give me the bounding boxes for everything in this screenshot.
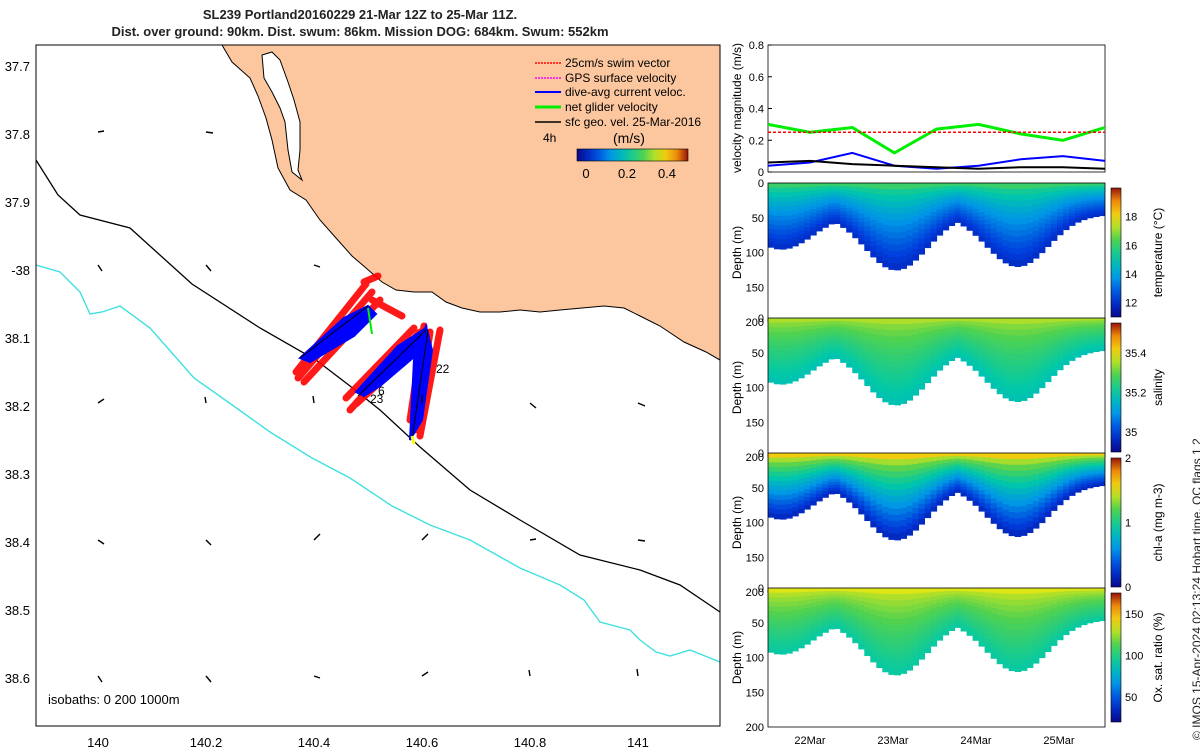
y-tick-label: 38.4 [5, 535, 30, 550]
glider-track [292, 272, 444, 445]
geo-velocity-arrow [97, 398, 105, 404]
track-label-22: 22 [436, 362, 450, 376]
geo-velocity-arrow [97, 539, 105, 545]
map-axes-frame [35, 44, 721, 727]
y-tick-label: 37.9 [5, 195, 30, 210]
y-tick-label: -38 [11, 263, 30, 278]
y-tick-label: 38.3 [5, 467, 30, 482]
track-sfc-geo-velocity [299, 305, 429, 441]
geo-velocity-arrow [529, 402, 537, 409]
speed-colorbar-tick: 0.4 [658, 166, 676, 181]
geo-velocity-arrow [205, 131, 214, 134]
track-dive-avg-current [298, 304, 434, 441]
geo-velocity-arrow [421, 533, 429, 541]
y-tick-label: 38.5 [5, 603, 30, 618]
surface-geostrophic-velocity-arrows [97, 130, 646, 683]
geo-velocity-arrow [205, 264, 212, 272]
legend-item: net glider velocity [535, 100, 658, 114]
island-outline [261, 51, 304, 182]
legend-label: GPS surface velocity [565, 71, 676, 85]
x-tick-label: 140.6 [406, 735, 439, 750]
geo-velocity-arrow [205, 675, 212, 683]
map-x-axis: 140 140.2 140.4 140.6 140.8 141 [87, 735, 649, 750]
legend-label: net glider velocity [565, 100, 658, 114]
speed-colorbar [576, 148, 689, 162]
x-tick-label: 140.2 [190, 735, 223, 750]
copyright-text: © IMOS 15-Apr-2024 02:13:24 Hobart time.… [1190, 438, 1200, 740]
geo-velocity-arrow [205, 539, 212, 546]
track-label-23: 23 [370, 392, 384, 406]
y-tick-label: 37.8 [5, 127, 30, 142]
x-tick-label: 140.8 [514, 735, 547, 750]
isobath-1000-line [36, 264, 720, 663]
legend-item: GPS surface velocity [535, 71, 676, 85]
colorbar-units-label: (m/s) [613, 130, 645, 146]
y-tick-label: 38.6 [5, 671, 30, 686]
y-tick-label: 37.7 [5, 59, 30, 74]
track-net-glider-velocity [367, 307, 373, 335]
x-tick-label: 140 [87, 735, 109, 750]
map-legend: 25cm/s swim vector GPS surface velocity … [535, 56, 701, 146]
geo-velocity-arrow [637, 402, 646, 407]
track-label-6: 6 [378, 384, 385, 398]
speed-colorbar-tick: 0.2 [618, 166, 636, 181]
land-coastline [221, 45, 720, 361]
legend-label: sfc geo. vel. 25-Mar-2016 [565, 115, 701, 129]
geo-velocity-arrow [313, 533, 321, 541]
legend-item: sfc geo. vel. 25-Mar-2016 [535, 115, 701, 129]
geo-velocity-arrow [529, 538, 537, 541]
legend-label: dive-avg current veloc. [565, 85, 686, 99]
x-tick-label: 141 [627, 735, 649, 750]
isobaths-note: isobaths: 0 200 1000m [48, 692, 180, 707]
y-tick-label: 38.1 [5, 331, 30, 346]
geo-velocity-arrow [97, 675, 103, 683]
geo-velocity-arrow [97, 130, 105, 133]
geo-velocity-arrow [313, 264, 321, 268]
legend-item: dive-avg current veloc. [535, 85, 686, 99]
chart-title-line1: SL239 Portland20160229 21-Mar 12Z to 25-… [202, 7, 518, 22]
legend-item: 25cm/s swim vector [535, 56, 670, 70]
y-tick-label: 38.2 [5, 399, 30, 414]
x-tick-label: 140.4 [298, 735, 331, 750]
geo-velocity-arrow [204, 396, 207, 404]
map-y-axis: 37.7 37.8 37.9 -38 38.1 38.2 38.3 38.4 3… [5, 59, 30, 686]
geo-velocity-arrow [636, 668, 639, 677]
geo-velocity-arrow [637, 539, 646, 542]
track-gps-velocity [410, 435, 416, 445]
chart-title-line2: Dist. over ground: 90km. Dist. swum: 86k… [111, 24, 609, 39]
geo-velocity-arrow [421, 671, 429, 677]
geo-velocity-arrow [313, 675, 321, 679]
legend-label: 25cm/s swim vector [565, 56, 670, 70]
speed-colorbar-tick: 0 [582, 166, 589, 181]
geo-velocity-arrow [528, 669, 531, 677]
geo-velocity-arrow [97, 264, 103, 272]
time-scale-label: 4h [543, 131, 556, 145]
geo-velocity-arrow [312, 395, 315, 404]
